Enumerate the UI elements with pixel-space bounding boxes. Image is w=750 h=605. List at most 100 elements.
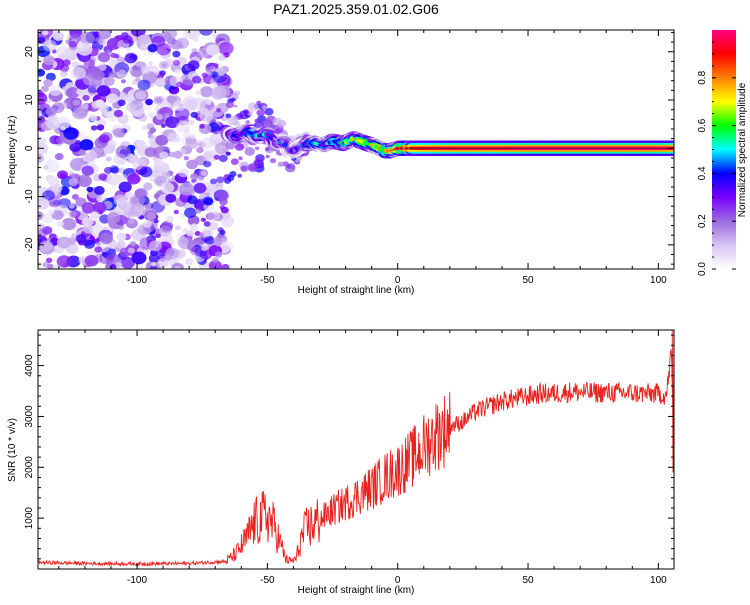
noise-blob — [172, 51, 180, 58]
noise-blob — [216, 108, 221, 112]
noise-blob — [219, 155, 228, 162]
noise-blob — [193, 37, 199, 42]
noise-blob — [187, 195, 198, 204]
noise-blob — [184, 208, 196, 218]
noise-blob — [295, 159, 299, 163]
noise-blob — [139, 166, 152, 177]
noise-blob — [139, 45, 147, 52]
noise-blob — [115, 68, 120, 72]
noise-blob — [84, 59, 95, 68]
noise-blob — [79, 132, 85, 137]
noise-blob — [116, 241, 125, 249]
snr-y-axis-label: SNR (10 * v/v) — [7, 418, 18, 482]
noise-blob — [262, 105, 267, 109]
noise-blob — [270, 158, 276, 163]
heatmap-y-tick-label: -20 — [24, 237, 35, 252]
noise-blob — [84, 240, 95, 249]
noise-blob — [33, 136, 45, 146]
noise-blob — [91, 125, 98, 130]
noise-blob — [194, 183, 207, 194]
noise-blob — [130, 241, 136, 246]
noise-blob — [69, 211, 77, 218]
noise-blob — [110, 53, 116, 58]
noise-blob — [175, 138, 181, 143]
noise-blob — [191, 223, 196, 228]
noise-blob — [51, 184, 62, 193]
noise-blobs — [31, 24, 310, 273]
noise-blob — [106, 157, 112, 162]
noise-blob — [166, 235, 173, 241]
snr-x-tick-label: -100 — [127, 575, 147, 586]
noise-blob — [60, 71, 68, 77]
noise-blob — [178, 44, 183, 48]
noise-blob — [149, 127, 156, 133]
noise-blob — [228, 116, 239, 125]
noise-blob — [255, 147, 259, 151]
noise-blob — [211, 72, 218, 78]
noise-blob — [62, 59, 70, 66]
noise-blob — [273, 118, 282, 126]
noise-blob — [148, 44, 158, 52]
noise-blob — [96, 37, 104, 44]
noise-blob — [146, 212, 156, 220]
noise-blob — [47, 99, 52, 103]
noise-blob — [46, 107, 57, 116]
colorbar-tick-label: 0.4 — [697, 166, 708, 180]
colorbar — [712, 30, 736, 269]
noise-blob — [145, 99, 153, 105]
noise-blob — [161, 182, 175, 193]
noise-blob — [87, 187, 94, 193]
noise-blob — [190, 173, 198, 180]
colorbar-tick-label: 0.2 — [697, 214, 708, 228]
noise-blob — [196, 147, 203, 153]
noise-blob — [57, 237, 71, 249]
noise-blob — [166, 216, 174, 223]
noise-blob — [94, 186, 105, 195]
noise-blob — [48, 209, 55, 214]
noise-blob — [43, 79, 52, 87]
noise-blob — [85, 255, 99, 266]
noise-blob — [46, 118, 60, 129]
noise-blob — [207, 211, 220, 222]
noise-blob — [207, 184, 217, 192]
heatmap-y-axis-label: Frequency (Hz) — [7, 116, 18, 185]
noise-blob — [98, 52, 110, 62]
noise-blob — [216, 190, 229, 201]
noise-blob — [127, 174, 140, 185]
snr-x-axis-label: Height of straight line (km) — [298, 585, 415, 596]
noise-blob — [204, 221, 211, 227]
noise-blob — [116, 145, 131, 158]
noise-blob — [235, 143, 244, 151]
noise-blob — [69, 41, 77, 48]
snr-y-tick-label: 2000 — [24, 456, 35, 479]
snr-x-tick-label: 50 — [522, 575, 534, 586]
noise-blob — [165, 248, 179, 260]
noise-blob — [227, 175, 234, 181]
noise-blob — [254, 119, 259, 123]
noise-blob — [154, 219, 159, 223]
noise-blob — [116, 233, 126, 241]
noise-blob — [97, 85, 111, 96]
noise-blob — [127, 248, 134, 254]
noise-blob — [72, 194, 79, 200]
noise-blob — [200, 86, 213, 97]
noise-blob — [44, 159, 59, 172]
noise-blob — [95, 99, 105, 107]
noise-blob — [53, 32, 64, 41]
noise-blob — [56, 46, 71, 58]
heatmap-y-tick-label: 0 — [24, 145, 35, 151]
snr-x-tick-label: -50 — [260, 575, 275, 586]
noise-blob — [202, 246, 208, 251]
noise-blob — [57, 221, 65, 227]
heatmap-y-tick-label: 10 — [24, 94, 35, 106]
noise-blob — [184, 156, 189, 160]
noise-blob — [173, 100, 186, 111]
noise-blob — [121, 79, 126, 83]
noise-blob — [175, 225, 181, 230]
noise-blob — [43, 55, 55, 65]
noise-blob — [114, 110, 123, 118]
noise-blob — [159, 61, 169, 69]
noise-blob — [130, 204, 145, 217]
